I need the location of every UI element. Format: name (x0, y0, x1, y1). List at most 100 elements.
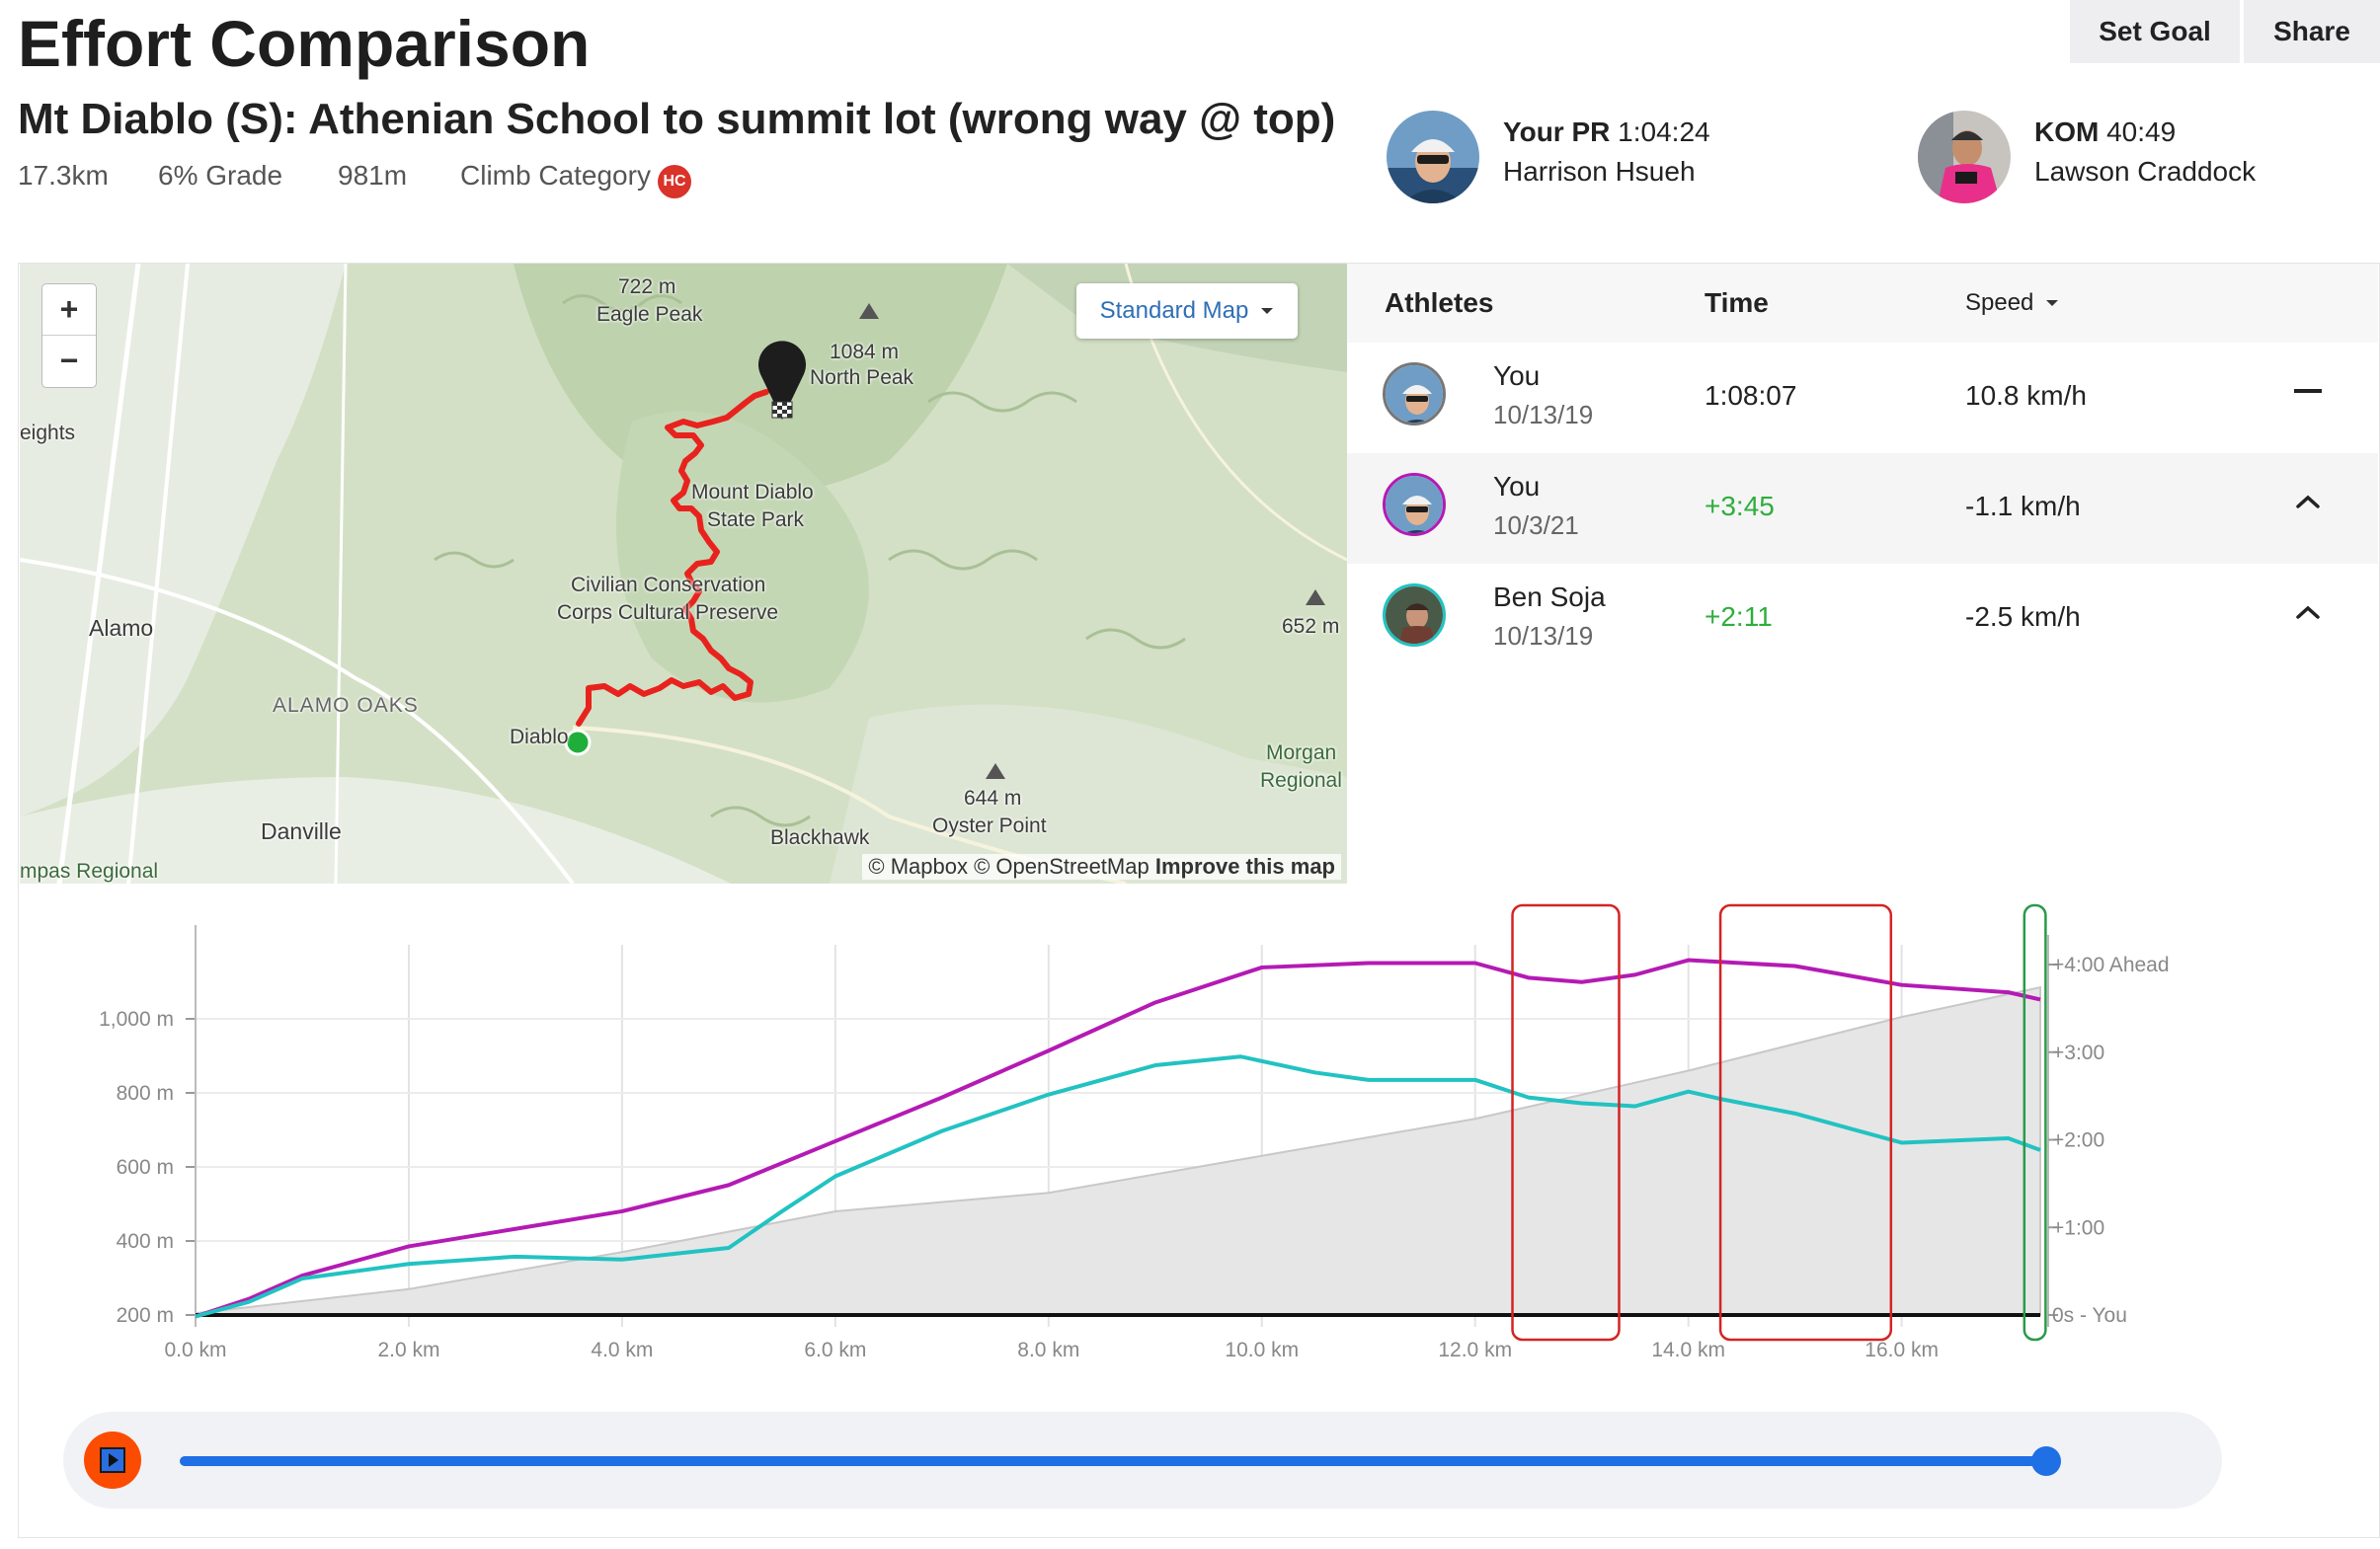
map-label: 1084 m (830, 341, 900, 363)
map-label: State Park (707, 508, 805, 531)
athlete-name[interactable]: You (1493, 360, 1541, 391)
map-attribution-text: © Mapbox © OpenStreetMap (868, 854, 1150, 879)
kom-athlete-name[interactable]: Lawson Craddock (2034, 156, 2257, 187)
map-type-dropdown[interactable]: Standard Map (1076, 283, 1298, 339)
effort-time: 1:08:07 (1705, 380, 1797, 411)
caret-down-icon (2046, 300, 2059, 306)
segment-distance: 17.3km (18, 160, 109, 191)
effort-date: 10/13/19 (1493, 621, 1594, 651)
map-label: Corps Cultural Preserve (557, 601, 779, 624)
athletes-table: Athletes Time Speed You 10/13/19 1:08:07… (1347, 264, 2378, 884)
y-tick-label: 1,000 m (99, 1008, 174, 1031)
map-label: Alamo (89, 615, 154, 641)
x-tick-label: 6.0 km (804, 1339, 866, 1361)
kom-avatar[interactable] (1918, 111, 2011, 203)
expand-row-button[interactable] (2285, 479, 2331, 524)
finish-marker-icon[interactable] (753, 335, 812, 424)
zoom-in-button[interactable]: + (42, 284, 96, 336)
map-label: mpas Regional (20, 860, 159, 883)
map-label: Oyster Point (932, 814, 1047, 837)
y2-tick-label: +3:00 (2052, 1042, 2104, 1064)
x-tick-label: 0.0 km (164, 1339, 226, 1361)
map-terrain (20, 264, 1347, 884)
segment-name: Mt Diablo (S): Athenian School to summit… (18, 95, 1336, 143)
share-button[interactable]: Share (2244, 0, 2380, 63)
playback-track[interactable] (180, 1446, 2061, 1476)
col-athletes-header: Athletes (1385, 287, 1494, 318)
pr-avatar[interactable] (1387, 111, 1479, 203)
x-tick-label: 4.0 km (591, 1339, 653, 1361)
effort-time-diff: +2:11 (1705, 601, 1773, 632)
playback-bar (63, 1412, 2222, 1509)
highlight-box (1511, 903, 1621, 1342)
collapse-row-button[interactable] (2285, 368, 2331, 414)
improve-map-link[interactable]: Improve this map (1154, 854, 1335, 879)
map-label: ALAMO OAKS (273, 694, 419, 717)
map-label: Morgan (1266, 741, 1337, 764)
y-tick-label: 200 m (117, 1304, 174, 1327)
table-header (1347, 264, 2378, 344)
pr-label: Your PR (1503, 116, 1611, 147)
effort-speed: -2.5 km/h (1965, 601, 2081, 632)
athlete-avatar (1383, 473, 1446, 536)
climb-category-label: Climb Category (460, 160, 651, 191)
table-row[interactable]: You 10/3/21 +3:45 -1.1 km/h (1347, 453, 2378, 564)
map-label: Mount Diablo (691, 481, 814, 503)
start-marker-icon[interactable] (563, 728, 593, 757)
map-label: Regional (1260, 769, 1342, 792)
pr-athlete-name[interactable]: Harrison Hsueh (1503, 156, 1696, 187)
map-attribution: © Mapbox © OpenStreetMap Improve this ma… (862, 854, 1341, 880)
effort-date: 10/3/21 (1493, 510, 1579, 540)
page-title: Effort Comparison (18, 7, 591, 80)
playback-handle[interactable] (2031, 1446, 2061, 1476)
chevron-up-icon (2296, 605, 2320, 619)
y2-tick-label: 0s - You (2052, 1304, 2127, 1327)
map-label: 644 m (964, 787, 1022, 810)
playback-progress (180, 1456, 2046, 1466)
elevation-time-chart[interactable]: 0.0 km 2.0 km 4.0 km 6.0 km 8.0 km 10.0 km 12.… (20, 884, 2378, 1377)
map-label: 722 m (618, 275, 676, 298)
y2-tick-label: +2:00 (2052, 1129, 2104, 1152)
x-tick-label: 10.0 km (1225, 1339, 1299, 1361)
climb-category-badge: HC (658, 165, 691, 198)
segment-grade: 6% Grade (158, 160, 283, 191)
map-label: 652 m (1282, 615, 1340, 638)
route-line (576, 389, 769, 727)
segment-elevation: 981m (338, 160, 408, 191)
expand-row-button[interactable] (2285, 589, 2331, 635)
pr-time: 1:04:24 (1618, 116, 1710, 147)
table-row[interactable]: Ben Soja 10/13/19 +2:11 -2.5 km/h (1347, 564, 2378, 674)
x-tick-label: 16.0 km (1864, 1339, 1939, 1361)
x-tick-label: 12.0 km (1438, 1339, 1512, 1361)
x-tick-label: 8.0 km (1017, 1339, 1079, 1361)
effort-speed: 10.8 km/h (1965, 380, 2087, 411)
elevation-area (195, 985, 2041, 1316)
caret-down-icon (1261, 308, 1274, 314)
segment-map[interactable]: 722 m Eagle Peak 1084 m North Peak eight… (20, 264, 1347, 884)
series-line-0 (195, 958, 2041, 1319)
x-tick-label: 14.0 km (1651, 1339, 1725, 1361)
athlete-avatar (1383, 583, 1446, 647)
effort-speed: -1.1 km/h (1965, 491, 2081, 521)
map-type-label: Standard Map (1099, 297, 1249, 324)
y-tick-label: 800 m (117, 1082, 174, 1105)
kom-label: KOM (2034, 116, 2100, 147)
y-tick-label: 600 m (117, 1156, 174, 1179)
effort-date: 10/13/19 (1493, 400, 1594, 429)
table-row[interactable]: You 10/13/19 1:08:07 10.8 km/h (1347, 343, 2378, 454)
athlete-name[interactable]: You (1493, 471, 1541, 502)
zoom-controls: + − (41, 283, 97, 388)
map-label: Danville (261, 818, 342, 844)
x-tick-label: 2.0 km (377, 1339, 439, 1361)
highlight-box (2023, 903, 2047, 1342)
col-speed-header[interactable]: Speed (1965, 264, 2059, 343)
athlete-avatar (1383, 362, 1446, 426)
athlete-name[interactable]: Ben Soja (1493, 581, 1606, 612)
zoom-out-button[interactable]: − (59, 343, 79, 378)
set-goal-button[interactable]: Set Goal (2070, 0, 2240, 63)
map-label: eights (20, 422, 76, 444)
minus-icon (2294, 389, 2322, 393)
play-button-icon[interactable] (83, 1431, 142, 1490)
map-label: Blackhawk (770, 826, 870, 849)
y-tick-label: 400 m (117, 1230, 174, 1253)
